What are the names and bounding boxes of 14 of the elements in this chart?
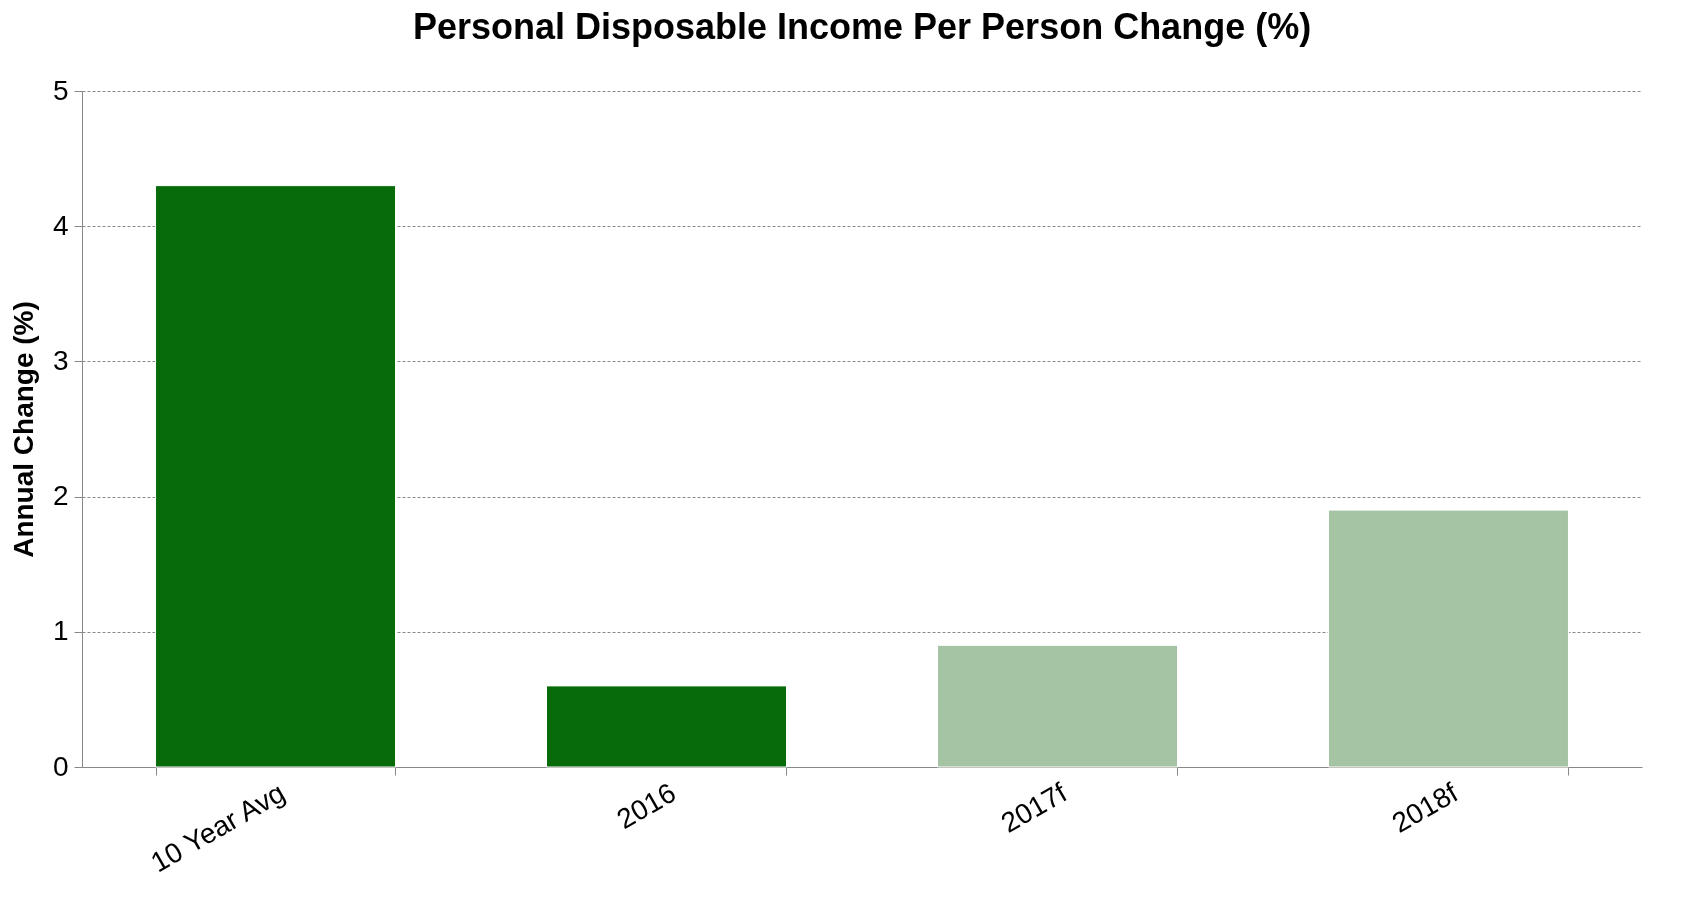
bar <box>1327 509 1569 768</box>
bar <box>546 685 788 768</box>
bar <box>936 644 1178 768</box>
y-tick-label: 3 <box>52 344 69 376</box>
y-tick-label: 2 <box>52 480 69 512</box>
y-axis-title: Annual Change (%) <box>7 301 39 558</box>
y-tick-label: 5 <box>52 74 69 106</box>
y-tick-label: 1 <box>52 615 69 647</box>
x-tick-label: 10 Year Avg <box>145 776 291 879</box>
y-tick-label: 0 <box>52 750 69 782</box>
y-tick-label: 4 <box>52 209 69 241</box>
chart-title: Personal Disposable Income Per Person Change (%) <box>412 6 1312 47</box>
x-tick-label: 2016 <box>611 776 682 835</box>
bar <box>155 185 397 768</box>
